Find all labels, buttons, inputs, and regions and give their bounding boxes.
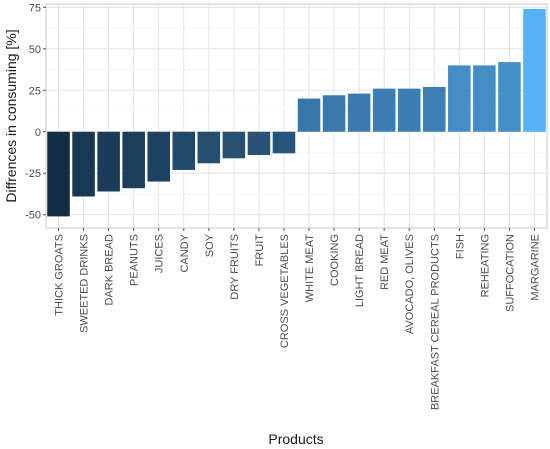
bars bbox=[47, 8, 546, 217]
bar bbox=[448, 65, 471, 132]
x-tick-label: WHITE MEAT bbox=[304, 234, 316, 303]
bar bbox=[397, 88, 421, 132]
x-tick-label: LIGHT BREAD bbox=[354, 234, 366, 307]
x-tick-label: FRUIT bbox=[254, 234, 266, 267]
bar bbox=[473, 65, 496, 132]
y-tick-label: 0 bbox=[35, 127, 41, 139]
x-axis-title: Products bbox=[268, 431, 323, 447]
x-tick-label: SWEETED DRINKS bbox=[79, 234, 91, 333]
bar bbox=[147, 131, 170, 182]
bar bbox=[322, 95, 346, 132]
bar bbox=[122, 131, 145, 189]
plot-panel bbox=[45, 3, 548, 229]
x-tick-label: SUFFOCATION bbox=[504, 234, 516, 312]
y-tick-label: 50 bbox=[29, 44, 41, 56]
bar bbox=[172, 131, 196, 170]
bar bbox=[272, 131, 296, 154]
x-tick-label: JUICES bbox=[154, 234, 166, 273]
bar bbox=[498, 62, 521, 132]
x-tick-label: DARK BREAD bbox=[104, 234, 116, 306]
x-tick-label: PEANUTS bbox=[129, 234, 141, 286]
bar bbox=[523, 8, 546, 132]
x-tick-label: CROSS VEGETABLES bbox=[279, 234, 291, 348]
bar bbox=[222, 131, 246, 159]
bar bbox=[72, 131, 95, 197]
bar bbox=[247, 131, 271, 155]
x-tick-label: MARGARINE bbox=[529, 234, 541, 301]
bar bbox=[297, 98, 321, 132]
y-tick-label: 25 bbox=[29, 85, 41, 97]
y-axis-title: Diffrences in consuming [%] bbox=[3, 29, 19, 202]
bar bbox=[423, 86, 446, 132]
y-tick-label: 75 bbox=[29, 2, 41, 14]
bar bbox=[372, 88, 396, 132]
x-tick-label: BREAKFAST CEREAL PRODUCTS bbox=[429, 234, 441, 410]
bar bbox=[97, 131, 120, 192]
x-tick-label: COOKING bbox=[329, 234, 341, 286]
x-tick-label: SOY bbox=[204, 233, 216, 257]
y-tick-label: -50 bbox=[25, 210, 41, 222]
bar bbox=[47, 131, 70, 217]
y-tick-label: -25 bbox=[25, 168, 41, 180]
x-tick-label: CANDY bbox=[179, 233, 191, 272]
x-tick-label: AVOCADO, OLIVES bbox=[404, 234, 416, 334]
x-tick-label: FISH bbox=[454, 234, 466, 259]
y-tick-labels: -50 -25 0 25 50 75 bbox=[25, 2, 46, 222]
bar bbox=[197, 131, 221, 164]
x-tick-label: REHEATING bbox=[479, 234, 491, 297]
bar bbox=[347, 93, 371, 132]
x-tick-label: RED MEAT bbox=[379, 234, 391, 290]
x-tick-label: DRY FRUITS bbox=[229, 234, 241, 300]
x-tick-labels: THICK GROATS SWEETED DRINKS DARK BREAD PEAN… bbox=[54, 228, 541, 410]
x-tick-label: THICK GROATS bbox=[54, 234, 66, 316]
